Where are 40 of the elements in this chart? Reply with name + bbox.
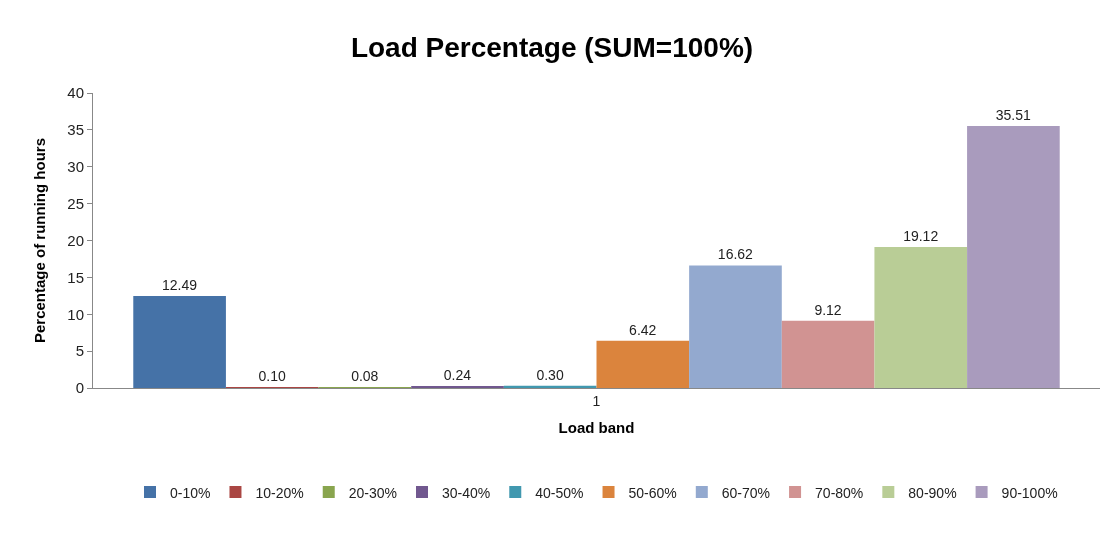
bar [874, 246, 968, 388]
legend-label: 50-60% [628, 484, 677, 501]
legend-label: 70-80% [815, 484, 864, 501]
y-tick-label: 10 [67, 305, 84, 323]
data-label: 0.30 [536, 366, 564, 383]
x-axis-title: Load band [558, 418, 635, 436]
data-label: 35.51 [995, 107, 1032, 124]
legend-label: 30-40% [442, 484, 491, 501]
data-label: 12.49 [161, 276, 198, 293]
data-label: 0.24 [443, 367, 472, 383]
bar [503, 385, 597, 388]
y-tick-label: 25 [67, 194, 84, 212]
data-label: 0.10 [258, 368, 286, 384]
data-label: 0.08 [351, 368, 379, 384]
legend-label: 60-70% [721, 484, 771, 501]
legend-label: 10-20% [255, 484, 304, 501]
y-tick-label: 30 [67, 158, 84, 175]
bar [967, 126, 1060, 388]
y-tick-label: 20 [67, 231, 84, 249]
bar [781, 320, 875, 388]
y-tick-label: 0 [75, 379, 84, 397]
legend-label: 90-100% [1001, 484, 1058, 501]
chart-title: Load Percentage (SUM=100%) [350, 31, 754, 63]
x-tick-label: 1 [592, 392, 601, 409]
y-tick-label: 15 [67, 268, 84, 286]
y-tick-label: 35 [67, 121, 84, 139]
y-axis-title: Percentage of running hours [30, 137, 48, 344]
bar [133, 295, 226, 388]
y-tick-label: 5 [75, 342, 84, 360]
bar [596, 340, 690, 388]
data-label: 9.12 [814, 301, 842, 318]
legend-label: 20-30% [348, 484, 397, 501]
bar [689, 265, 782, 388]
legend-label: 0-10% [170, 484, 211, 501]
legend-label: 80-90% [908, 484, 957, 501]
data-label: 6.42 [629, 321, 657, 338]
data-label: 19.12 [903, 227, 939, 244]
y-tick-label: 40 [67, 84, 84, 102]
data-label: 16.62 [717, 246, 754, 263]
legend-label: 40-50% [535, 484, 584, 501]
